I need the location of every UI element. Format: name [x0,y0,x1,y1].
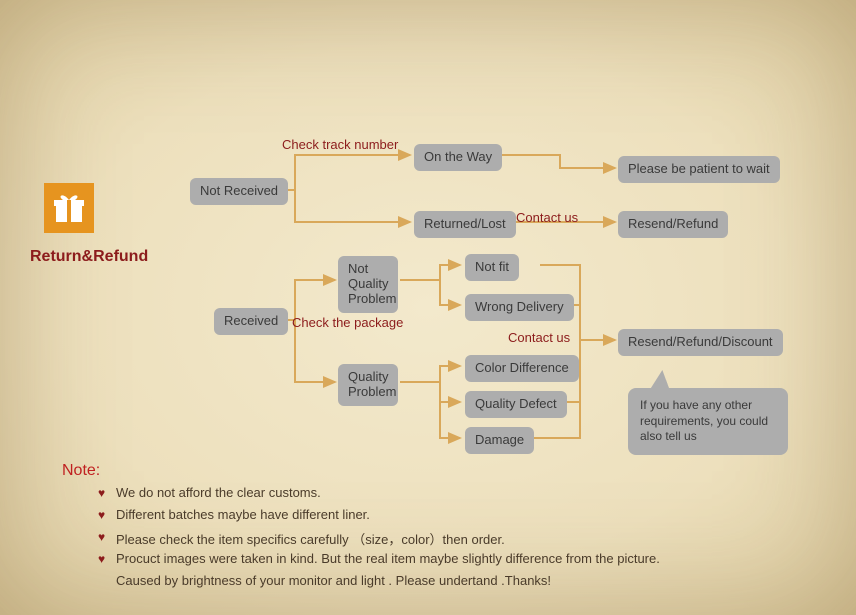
node-resend-refund: Resend/Refund [618,211,728,238]
speech-bubble: If you have any other requirements, you … [628,388,788,455]
node-not-received: Not Received [190,178,288,205]
speech-text: If you have any other requirements, you … [640,398,768,443]
gift-icon [44,183,94,233]
node-damage: Damage [465,427,534,454]
notes-title: Note: [62,462,100,480]
bullet-heart: ♥ [98,508,105,522]
page-background [0,0,856,615]
note-item-0: We do not afford the clear customs. [116,485,321,500]
node-not-quality-text: Not Quality Problem [348,261,396,306]
bullet-heart: ♥ [98,530,105,544]
node-resend-refund-discount: Resend/Refund/Discount [618,329,783,356]
node-wrong-delivery: Wrong Delivery [465,294,574,321]
node-not-quality: Not Quality Problem [338,256,398,313]
node-received: Received [214,308,288,335]
node-please-wait: Please be patient to wait [618,156,780,183]
section-title: Return&Refund [30,248,148,266]
label-contact-us-1: Contact us [516,210,578,225]
label-check-package: Check the package [292,315,403,330]
note-item-3: Procuct images were taken in kind. But t… [116,551,660,566]
node-quality-problem: Quality Problem [338,364,398,406]
node-color-diff: Color Difference [465,355,579,382]
node-quality-defect: Quality Defect [465,391,567,418]
note-item-2: Please check the item specifics carefull… [116,529,505,548]
node-on-the-way: On the Way [414,144,502,171]
bullet-heart: ♥ [98,552,105,566]
note-item-1: Different batches maybe have different l… [116,507,370,522]
node-returned-lost: Returned/Lost [414,211,516,238]
label-contact-us-2: Contact us [508,330,570,345]
note-item-4: Caused by brightness of your monitor and… [116,573,551,588]
bullet-heart: ♥ [98,486,105,500]
node-not-fit: Not fit [465,254,519,281]
node-quality-problem-text: Quality Problem [348,369,396,399]
label-check-track: Check track number [282,137,398,152]
